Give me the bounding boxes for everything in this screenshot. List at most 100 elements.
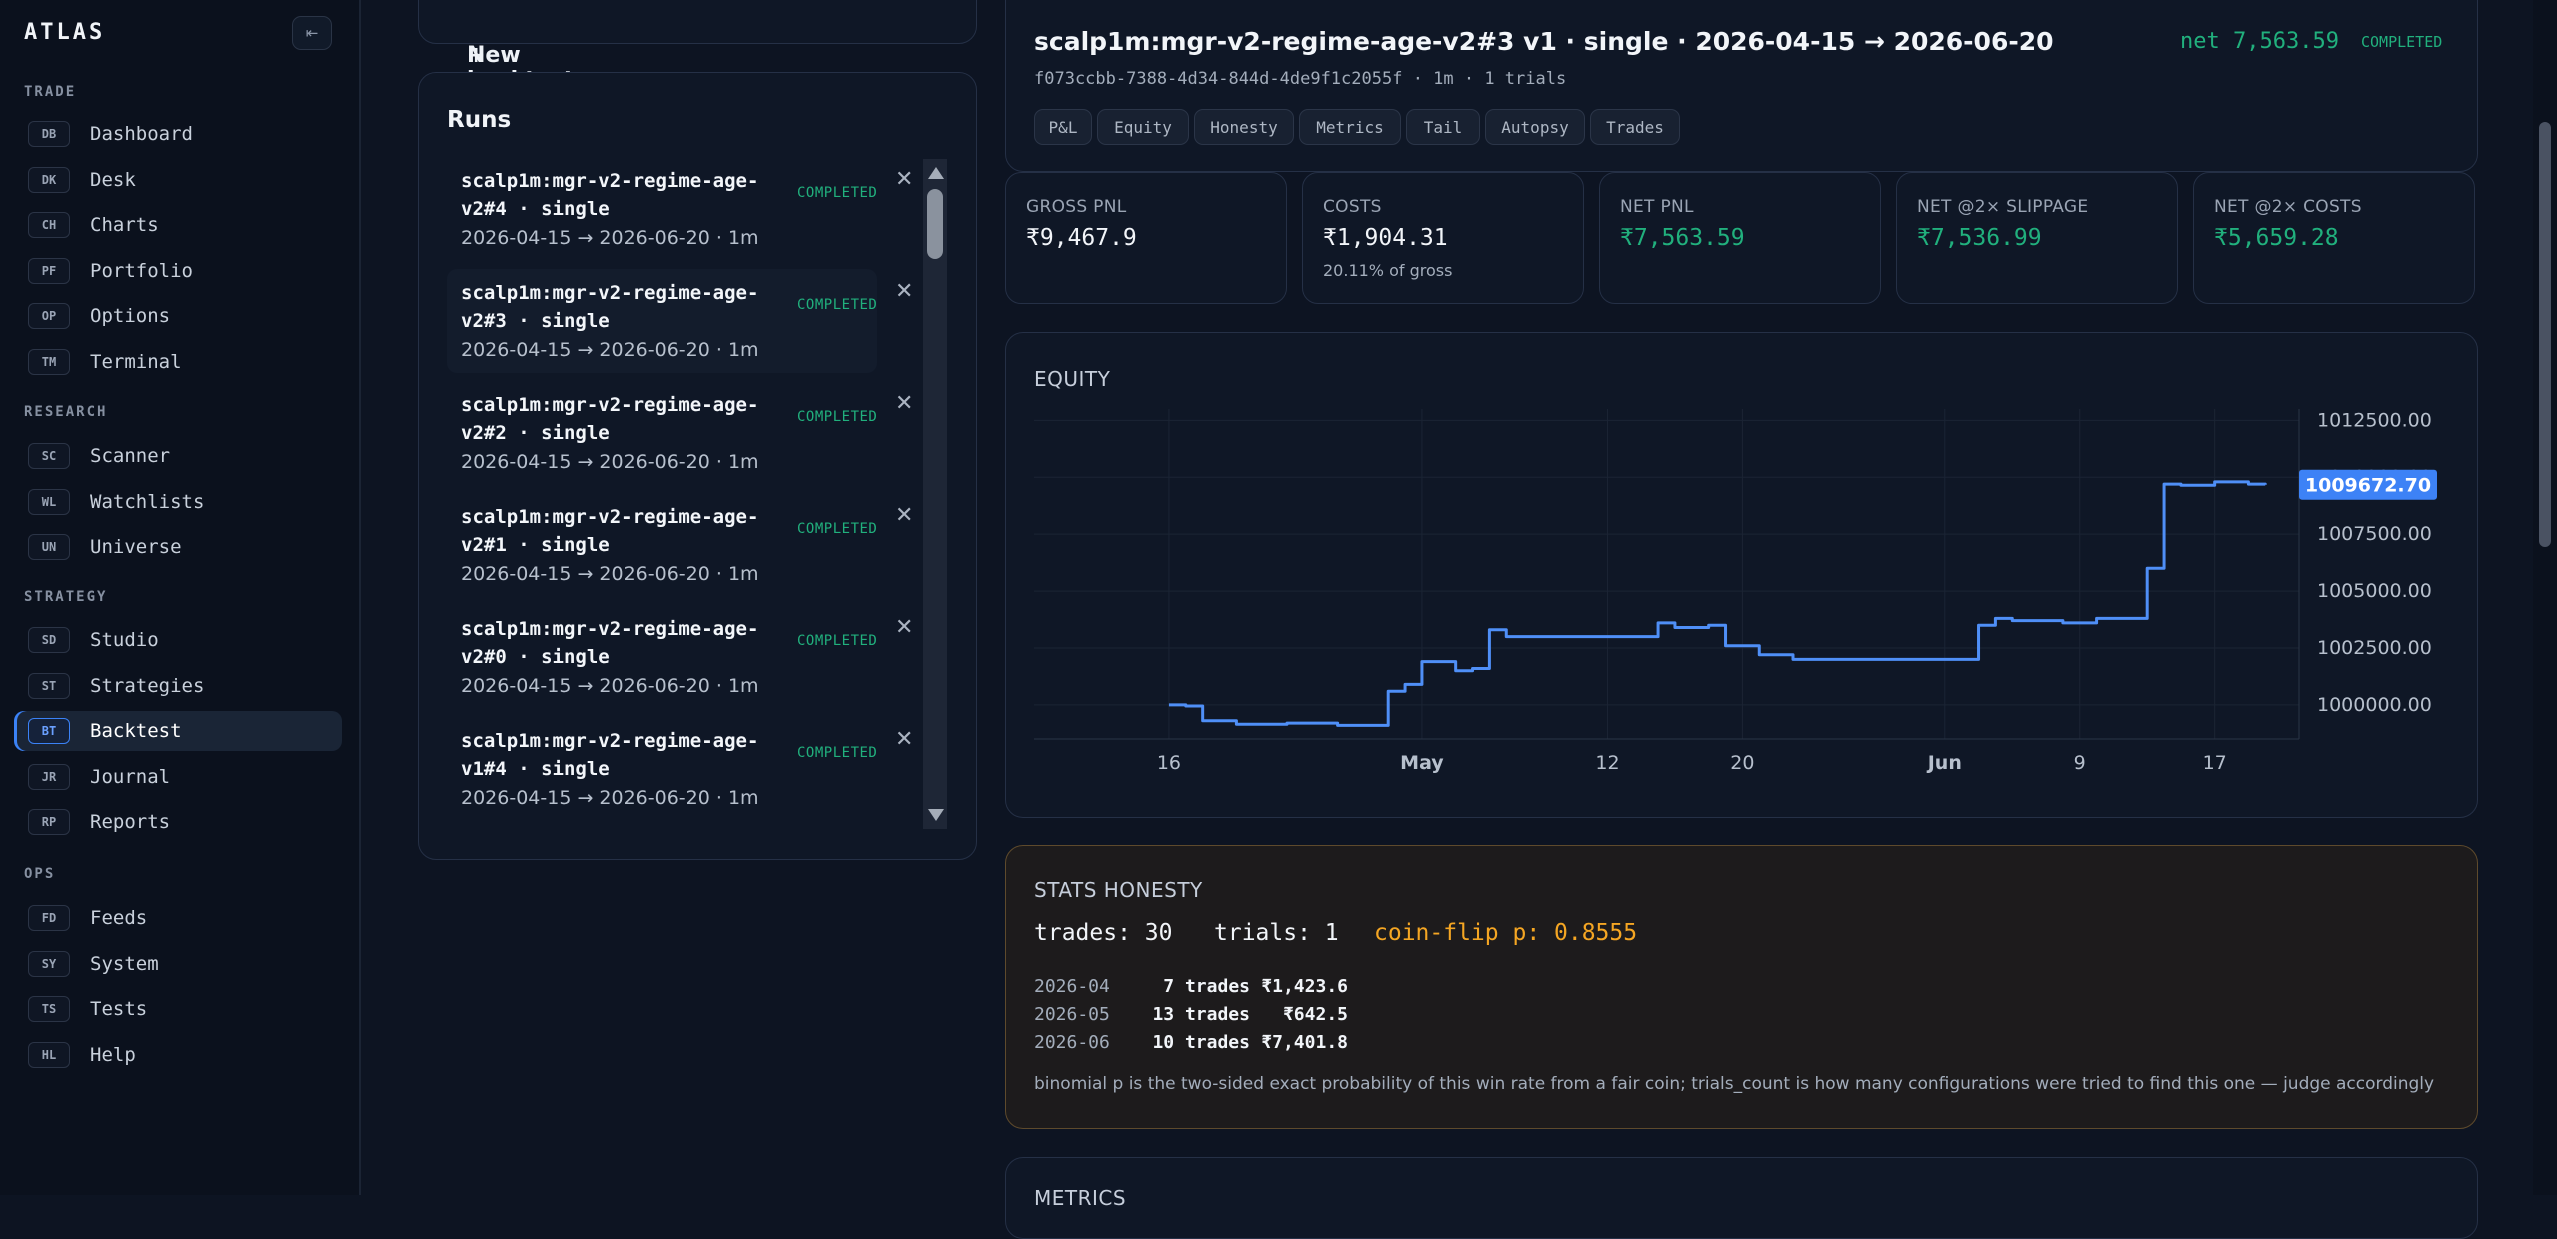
tab-honesty[interactable]: Honesty (1194, 109, 1294, 145)
sidebar-item-label: Help (90, 1043, 136, 1066)
sidebar-item-watchlists[interactable]: WL Watchlists (14, 482, 342, 522)
run-status: COMPLETED (797, 521, 878, 537)
sidebar-item-label: Terminal (90, 350, 182, 373)
nav-section-strategy: STRATEGY (24, 589, 108, 605)
stat-card-net-2-costs: NET @2× COSTS ₹5,659.28 (2193, 172, 2475, 304)
sidebar-item-label: System (90, 952, 159, 975)
sidebar-item-label: Watchlists (90, 490, 205, 513)
stats-honesty-panel: STATS HONESTY trades: 30 trials: 1 coin-… (1005, 845, 2478, 1129)
nav-section-trade: TRADE (24, 84, 77, 100)
sidebar-item-label: Dashboard (90, 123, 193, 145)
sidebar-item-journal[interactable]: JR Journal (14, 757, 342, 797)
run-list-item[interactable]: scalp1m:mgr-v2-regime-age-v2#0 · single 2… (447, 605, 877, 709)
y-tick-label: 1007500.00 (2317, 523, 2432, 545)
run-title: scalp1m:mgr-v2-regime-age-v2#3 v1 · sing… (1034, 27, 2054, 56)
equity-chart[interactable]: 1012500.001010000.001007500.001005000.00… (1006, 333, 2477, 817)
nav-badge-bt: BT (28, 718, 70, 744)
sidebar-item-label: Options (90, 305, 171, 327)
x-tick-label: 20 (1730, 752, 1754, 774)
sidebar-item-backtest[interactable]: BT Backtest (14, 711, 342, 751)
new-backtest-button[interactable]: + New backtest (418, 0, 977, 93)
sidebar-item-desk[interactable]: DK Desk (14, 160, 342, 200)
month-pnl: ₹1,423.6 (1261, 976, 1348, 997)
stat-label: NET @2× SLIPPAGE (1917, 197, 2089, 217)
sidebar-item-portfolio[interactable]: PF Portfolio (14, 251, 342, 291)
nav-badge-hl: HL (28, 1041, 70, 1068)
y-tick-label: 1002500.00 (2317, 637, 2432, 659)
close-icon[interactable]: ✕ (895, 279, 914, 304)
month-label: 2026-04 (1034, 976, 1110, 997)
sidebar-item-feeds[interactable]: FD Feeds (14, 898, 342, 938)
month-label: 2026-06 (1034, 1032, 1110, 1053)
y-tick-label: 1012500.00 (2317, 409, 2432, 431)
last-value-label: 1009672.70 (2305, 475, 2431, 497)
runs-scrollbar[interactable] (923, 159, 947, 829)
x-tick-label: 17 (2203, 752, 2227, 774)
tab-equity[interactable]: Equity (1097, 109, 1189, 145)
sidebar-item-charts[interactable]: CH Charts (14, 205, 342, 245)
sidebar-item-label: Portfolio (90, 259, 193, 282)
nav-badge-sd: SD (28, 627, 70, 653)
stat-value: ₹1,904.31 (1323, 225, 1448, 251)
sidebar-item-label: Desk (90, 168, 136, 191)
sidebar-item-dashboard[interactable]: DB Dashboard (14, 114, 342, 154)
run-name: scalp1m:mgr-v2-regime-age-v2#0 · single (461, 618, 759, 668)
month-trades: 13 trades (1152, 1004, 1250, 1025)
run-status: COMPLETED (797, 185, 878, 201)
close-icon[interactable]: ✕ (895, 167, 914, 192)
run-dates: 2026-04-15 → 2026-06-20 · 1m (461, 339, 759, 361)
stat-card-costs: COSTS ₹1,904.31 20.11% of gross (1302, 172, 1584, 304)
tab-autopsy[interactable]: Autopsy (1485, 109, 1585, 145)
tab-metrics[interactable]: Metrics (1299, 109, 1401, 145)
sidebar-item-scanner[interactable]: SC Scanner (14, 436, 342, 476)
sidebar-item-studio[interactable]: SD Studio (14, 620, 342, 660)
run-list-item[interactable]: scalp1m:mgr-v2-regime-age-v2#1 · single 2… (447, 493, 877, 597)
nav-badge-ch: CH (28, 212, 70, 238)
month-row: 2026-04 7 trades ₹1,423.6 (1034, 976, 1354, 1002)
stat-value: ₹9,467.9 (1026, 225, 1137, 251)
run-list-item[interactable]: scalp1m:mgr-v2-regime-age-v2#4 · single 2… (447, 157, 877, 261)
scroll-up-arrow-icon[interactable] (928, 167, 944, 179)
sidebar-item-terminal[interactable]: TM Terminal (14, 342, 342, 382)
x-tick-label: May (1400, 752, 1444, 774)
run-status: COMPLETED (797, 297, 878, 313)
tab-pl[interactable]: P&L (1034, 109, 1092, 145)
equity-line (1168, 480, 2267, 727)
run-status: COMPLETED (797, 745, 878, 761)
tab-tail[interactable]: Tail (1406, 109, 1480, 145)
x-tick-label: 12 (1595, 752, 1619, 774)
scroll-down-arrow-icon[interactable] (928, 809, 944, 821)
runs-scroll-thumb[interactable] (927, 189, 943, 259)
tab-trades[interactable]: Trades (1590, 109, 1680, 145)
sidebar-item-help[interactable]: HL Help (14, 1035, 342, 1075)
close-icon[interactable]: ✕ (895, 727, 914, 752)
sidebar-item-options[interactable]: OP Options (14, 296, 342, 336)
sidebar-item-strategies[interactable]: ST Strategies (14, 666, 342, 706)
nav-section-ops: OPS (24, 866, 56, 882)
stat-card-gross-pnl: GROSS PNL ₹9,467.9 (1005, 172, 1287, 304)
collapse-sidebar-button[interactable]: ⇤ (292, 16, 332, 50)
sidebar-item-universe[interactable]: UN Universe (14, 527, 342, 567)
close-icon[interactable]: ✕ (895, 615, 914, 640)
run-name: scalp1m:mgr-v2-regime-age-v2#3 · single (461, 282, 759, 332)
run-list-item[interactable]: scalp1m:mgr-v2-regime-age-v2#2 · single 2… (447, 381, 877, 485)
nav-badge-op: OP (28, 303, 70, 329)
sidebar-item-label: Charts (90, 214, 159, 236)
run-name: scalp1m:mgr-v2-regime-age-v2#1 · single (461, 506, 759, 556)
net-pnl-summary: net 7,563.59 (2180, 29, 2339, 54)
run-list-item[interactable]: scalp1m:mgr-v2-regime-age-v1#4 · single 2… (447, 717, 877, 821)
run-status: COMPLETED (797, 409, 878, 425)
sidebar-item-system[interactable]: SY System (14, 944, 342, 984)
close-icon[interactable]: ✕ (895, 503, 914, 528)
nav-badge-rp: RP (28, 809, 70, 835)
sidebar-item-tests[interactable]: TS Tests (14, 989, 342, 1029)
y-tick-label: 1000000.00 (2317, 694, 2432, 716)
close-icon[interactable]: ✕ (895, 391, 914, 416)
page-scrollbar[interactable] (2533, 0, 2557, 1195)
month-row: 2026-06 10 trades ₹7,401.8 (1034, 1032, 1354, 1058)
sidebar-item-label: Universe (90, 536, 182, 558)
page-scroll-thumb[interactable] (2539, 122, 2551, 547)
run-list-item[interactable]: scalp1m:mgr-v2-regime-age-v2#3 · single 2… (447, 269, 877, 373)
sidebar-item-label: Backtest (90, 720, 182, 742)
sidebar-item-reports[interactable]: RP Reports (14, 802, 342, 842)
